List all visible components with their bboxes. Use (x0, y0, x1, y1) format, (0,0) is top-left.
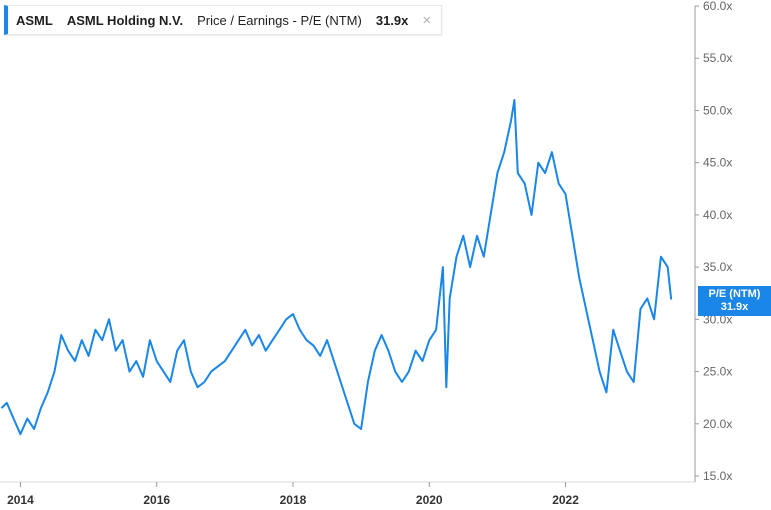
legend-company: ASML Holding N.V. (66, 12, 184, 28)
legend-value: 31.9x (375, 12, 409, 28)
close-icon[interactable]: × (422, 11, 432, 29)
pe-series-line (0, 99, 673, 436)
y-tick-label: 60.0x (703, 0, 732, 13)
x-tick-label: 2022 (552, 493, 579, 507)
y-tick-label: 25.0x (703, 365, 732, 379)
badge-label: P/E (NTM) (708, 288, 761, 300)
badge-value: 31.9x (720, 301, 749, 313)
x-tick-label: 2014 (7, 493, 34, 507)
x-axis: 2014 2016 2018 2020 2022 (0, 481, 695, 507)
y-tick-label: 35.0x (703, 260, 732, 274)
last-value-badge: P/E (NTM) 31.9x (698, 286, 771, 316)
legend-ticker: ASML (16, 12, 53, 28)
y-tick-label: 50.0x (703, 103, 732, 117)
x-tick-label: 2016 (143, 493, 170, 507)
y-axis: 15.0x20.0x25.0x30.0x35.0x40.0x45.0x50.0x… (694, 0, 732, 483)
y-tick-label: 20.0x (703, 417, 732, 431)
y-tick-label: 55.0x (703, 51, 732, 65)
legend-panel: ASML ASML Holding N.V. Price / Earnings … (4, 5, 443, 35)
legend-metric: Price / Earnings - P/E (NTM) (197, 12, 362, 28)
y-tick-label: 45.0x (703, 156, 732, 170)
x-tick-label: 2018 (280, 493, 307, 507)
x-tick-label: 2020 (416, 493, 443, 507)
y-tick-label: 40.0x (703, 208, 732, 222)
y-tick-label: 15.0x (703, 469, 732, 483)
